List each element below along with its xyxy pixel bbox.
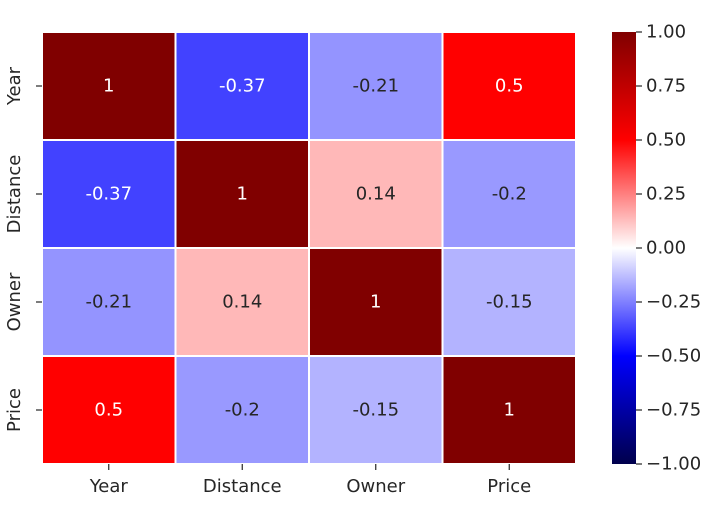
colorbar-tick-label: −1.00: [646, 454, 701, 475]
heatmap-cell-price-price: [441, 355, 577, 465]
cell-value-label: 1: [370, 292, 381, 313]
colorbar-tick-label: 0.50: [646, 130, 686, 151]
colorbar-tick-label: 0.00: [646, 238, 686, 259]
cell-value-label: 0.5: [94, 400, 123, 421]
y-tick-label: Price: [4, 388, 25, 432]
x-tick-label: Distance: [203, 476, 282, 497]
heatmap-cell-distance-distance: [174, 139, 310, 249]
x-tick-label: Owner: [346, 476, 405, 497]
colorbar-tick-label: −0.75: [646, 400, 701, 421]
colorbar-tick-label: 0.25: [646, 184, 686, 205]
y-tick-label: Year: [4, 66, 25, 106]
cell-value-label: 1: [103, 76, 114, 97]
x-axis-ticks: Year Distance Owner Price: [89, 464, 531, 497]
cell-value-label: 0.5: [495, 76, 524, 97]
x-tick-label: Price: [487, 476, 531, 497]
colorbar-tick-label: −0.50: [646, 346, 701, 367]
colorbar-tick-label: 1.00: [646, 22, 686, 43]
colorbar-tick-label: 0.75: [646, 76, 686, 97]
cell-value-label: -0.2: [225, 400, 260, 421]
heatmap-cell-distance-price: [441, 139, 577, 249]
cell-value-label: 1: [237, 184, 248, 205]
heatmap-cell-year-year: [41, 31, 177, 141]
cell-value-label: 0.14: [222, 292, 262, 313]
heatmap-cell-year-distance: [174, 31, 310, 141]
cell-value-label: 1: [504, 400, 515, 421]
cell-value-label: -0.37: [85, 184, 132, 205]
cell-value-label: -0.15: [486, 292, 533, 313]
cell-value-label: -0.21: [85, 292, 132, 313]
colorbar: 1.00 0.75 0.50 0.25 0.00 −0.25 −0.50 −0.75 −1.00: [612, 22, 701, 475]
cell-value-label: -0.15: [352, 400, 399, 421]
heatmap-cells: 1 -0.37 -0.21 0.5-0.37 1 0.14 -0.2-0.21 0.14 1 -0…: [41, 31, 577, 465]
y-tick-label: Distance: [4, 155, 25, 234]
heatmap-cell-owner-distance: [174, 247, 310, 357]
heatmap-cell-year-owner: [308, 31, 444, 141]
y-tick-label: Owner: [4, 272, 25, 331]
heatmap-cell-owner-price: [441, 247, 577, 357]
cell-value-label: -0.21: [352, 76, 399, 97]
cell-value-label: -0.37: [219, 76, 266, 97]
colorbar-gradient: [612, 32, 636, 464]
x-tick-label: Year: [89, 476, 129, 497]
colorbar-ticks: 1.00 0.75 0.50 0.25 0.00 −0.25 −0.50 −0.75 −1.00: [636, 22, 701, 475]
cell-value-label: -0.2: [492, 184, 527, 205]
colorbar-tick-label: −0.25: [646, 292, 701, 313]
y-axis-ticks: Year Distance Owner Price: [4, 66, 42, 432]
heatmap-cell-year-price: [441, 31, 577, 141]
heatmap-cell-price-distance: [174, 355, 310, 465]
cell-value-label: 0.14: [356, 184, 396, 205]
